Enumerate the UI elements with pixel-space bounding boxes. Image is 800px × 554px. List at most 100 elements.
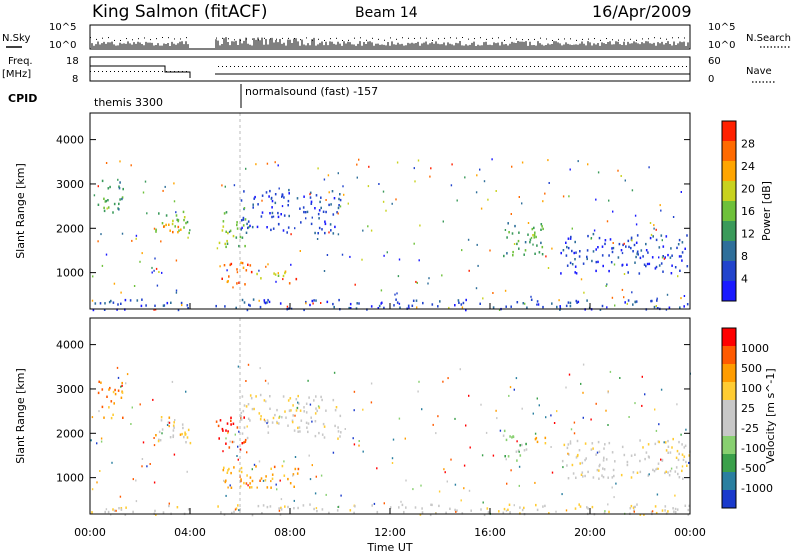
- velocity-colorbar-swatch: [722, 418, 736, 436]
- data-cell: [429, 513, 432, 517]
- data-cell: [277, 215, 280, 219]
- nave-dot: [222, 66, 223, 67]
- data-cell: [541, 245, 544, 249]
- data-cell: [608, 441, 611, 445]
- data-cell: [621, 445, 624, 449]
- data-cell: [124, 298, 127, 302]
- data-cell: [242, 224, 245, 227]
- data-cell: [536, 440, 539, 444]
- data-cell: [358, 302, 360, 305]
- data-cell: [269, 212, 271, 215]
- data-cell: [132, 478, 134, 481]
- data-cell: [611, 247, 613, 250]
- nave-dot: [154, 71, 155, 72]
- data-cell: [658, 256, 660, 259]
- data-cell: [262, 504, 265, 507]
- data-cell: [91, 299, 94, 302]
- data-cell: [669, 469, 672, 473]
- data-cell: [160, 416, 163, 419]
- nave-dot: [366, 66, 367, 67]
- data-cell: [560, 251, 562, 255]
- power-colorbar-tick-label: 24: [741, 160, 755, 173]
- noise-tick-low-left: 10^0: [49, 40, 76, 51]
- power-colorbar-swatch: [722, 241, 736, 261]
- nave-dot: [378, 66, 379, 67]
- nave-dot: [618, 66, 619, 67]
- data-cell: [162, 511, 165, 514]
- data-cell: [527, 222, 530, 224]
- data-cell: [636, 503, 638, 506]
- data-cell: [482, 297, 484, 300]
- nave-dot: [158, 71, 159, 72]
- data-cell: [574, 258, 576, 261]
- data-cell: [120, 507, 123, 510]
- data-cell: [215, 304, 217, 308]
- data-cell: [580, 278, 583, 281]
- data-cell: [678, 452, 680, 456]
- data-cell: [120, 291, 122, 294]
- data-cell: [534, 432, 537, 435]
- data-cell: [657, 307, 659, 310]
- data-cell: [439, 300, 441, 303]
- data-cell: [516, 440, 518, 443]
- data-cell: [418, 259, 420, 262]
- data-cell: [582, 416, 584, 419]
- data-cell: [236, 426, 239, 429]
- data-cell: [636, 471, 639, 474]
- data-cell: [101, 388, 104, 391]
- data-cell: [130, 164, 132, 167]
- data-cell: [559, 305, 561, 308]
- data-cell: [161, 432, 163, 435]
- data-cell: [288, 409, 291, 412]
- data-cell: [510, 469, 512, 472]
- data-cell: [274, 161, 276, 164]
- data-cell: [392, 438, 395, 441]
- data-cell: [667, 253, 669, 257]
- data-cell: [647, 474, 650, 477]
- data-cell: [362, 229, 364, 232]
- data-cell: [337, 437, 339, 440]
- x-tick-label: 12:00: [374, 526, 406, 539]
- data-cell: [120, 302, 122, 305]
- data-cell: [145, 304, 147, 307]
- data-cell: [575, 299, 578, 303]
- data-cell: [645, 264, 647, 268]
- data-cell: [391, 462, 394, 464]
- noise-search-dot: [222, 37, 223, 39]
- data-cell: [611, 486, 613, 489]
- data-cell: [643, 263, 646, 266]
- data-cell: [682, 458, 685, 462]
- data-cell: [103, 206, 105, 210]
- data-cell: [279, 415, 281, 418]
- noise-search-dot: [510, 37, 511, 39]
- station-title: King Salmon (fitACF): [92, 2, 268, 22]
- data-cell: [103, 308, 106, 311]
- noise-search-dot: [516, 38, 517, 40]
- data-cell: [626, 302, 628, 305]
- data-cell: [418, 380, 420, 383]
- data-cell: [642, 255, 644, 258]
- data-cell: [417, 159, 420, 162]
- data-cell: [575, 456, 578, 459]
- data-cell: [99, 470, 101, 472]
- data-cell: [114, 392, 117, 396]
- nave-dot: [454, 66, 455, 67]
- data-cell: [181, 432, 183, 436]
- data-cell: [154, 304, 156, 307]
- data-cell: [284, 410, 286, 413]
- data-cell: [683, 295, 686, 297]
- data-cell: [337, 172, 339, 175]
- nave-dot: [354, 66, 355, 67]
- data-cell: [317, 405, 320, 408]
- noise-search-dot: [168, 37, 169, 39]
- nave-dot: [638, 66, 639, 67]
- data-cell: [133, 285, 136, 287]
- data-cell: [318, 406, 321, 409]
- data-cell: [124, 513, 127, 516]
- data-cell: [287, 204, 289, 207]
- data-cell: [597, 246, 599, 249]
- data-cell: [307, 379, 309, 382]
- nave-dot: [122, 71, 123, 72]
- data-cell: [460, 303, 463, 306]
